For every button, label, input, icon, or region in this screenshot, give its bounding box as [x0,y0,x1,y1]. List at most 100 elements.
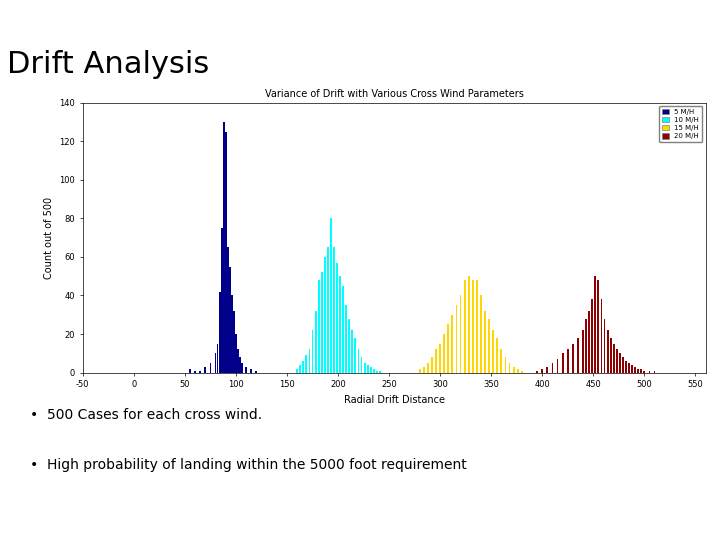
Bar [500,349,503,373]
X-axis label: Radial Drift Distance: Radial Drift Distance [343,395,445,405]
Bar [577,338,579,373]
Bar [305,355,307,373]
Bar [215,353,217,373]
Bar [312,330,313,373]
Bar [229,267,230,373]
Bar [333,247,335,373]
Bar [562,353,564,373]
Text: 32: 32 [673,10,695,25]
Bar [496,338,498,373]
Bar [210,363,212,373]
Bar [625,361,627,373]
Bar [637,369,639,373]
Bar [644,370,645,373]
Bar [346,305,347,373]
Bar [217,343,218,373]
Bar [373,369,374,373]
Bar [364,363,366,373]
Bar [480,295,482,373]
Bar [572,343,574,373]
Bar [459,295,462,373]
Bar [324,257,325,373]
Bar [241,363,243,373]
Bar [508,363,510,373]
Bar [366,365,369,373]
Bar [297,369,298,373]
Bar [361,357,362,373]
Bar [640,369,642,373]
Bar [444,334,445,373]
Bar [622,357,624,373]
Bar [315,311,317,373]
Bar [246,367,247,373]
Bar [427,363,429,373]
Bar [370,367,372,373]
Bar [472,280,474,373]
Bar [431,357,433,373]
Bar [219,292,220,373]
Bar [222,122,225,373]
Legend: 5 M/H, 10 M/H, 15 M/H, 20 M/H: 5 M/H, 10 M/H, 15 M/H, 20 M/H [660,106,702,142]
Bar [358,349,359,373]
Bar [225,132,227,373]
Bar [336,262,338,373]
Bar [318,280,320,373]
Bar [327,247,329,373]
Bar [237,349,239,373]
Bar [488,319,490,373]
Bar [321,272,323,373]
Bar [233,311,235,373]
Bar [476,280,478,373]
Bar [654,370,655,373]
Bar [546,367,548,373]
Bar [189,369,191,373]
Bar [351,330,354,373]
Bar [464,280,466,373]
Bar [309,349,310,373]
Bar [552,363,554,373]
Bar [235,334,237,373]
Bar [376,370,378,373]
Bar [194,370,196,373]
Bar [348,319,350,373]
Bar [610,338,611,373]
Bar [419,369,420,373]
Bar [613,343,615,373]
Bar [567,349,569,373]
Bar [423,367,425,373]
Bar [607,330,608,373]
Bar [221,228,222,373]
Bar [339,276,341,373]
Bar [631,365,633,373]
Bar [513,367,515,373]
Bar [616,349,618,373]
Bar [435,349,437,373]
Text: •  500 Cases for each cross wind.: • 500 Cases for each cross wind. [30,408,262,422]
Bar [541,369,543,373]
Bar [595,276,596,373]
Bar [591,299,593,373]
Bar [439,343,441,373]
Bar [517,369,518,373]
Bar [600,299,603,373]
Bar [492,330,494,373]
Title: Variance of Drift with Various Cross Wind Parameters: Variance of Drift with Various Cross Win… [265,89,523,99]
Bar [588,311,590,373]
Bar [619,353,621,373]
Bar [603,319,606,373]
Bar [649,370,650,373]
Bar [302,361,305,373]
Bar [256,370,257,373]
Bar [505,357,506,373]
Bar [484,311,486,373]
Bar [227,247,229,373]
Text: •  High probability of landing within the 5000 foot requirement: • High probability of landing within the… [30,458,467,472]
Y-axis label: Count out of 500: Count out of 500 [44,197,54,279]
Bar [582,330,584,373]
Bar [239,357,241,373]
Bar [204,367,206,373]
Bar [330,218,332,373]
Bar [456,305,457,373]
Bar [557,359,559,373]
Bar [468,276,469,373]
